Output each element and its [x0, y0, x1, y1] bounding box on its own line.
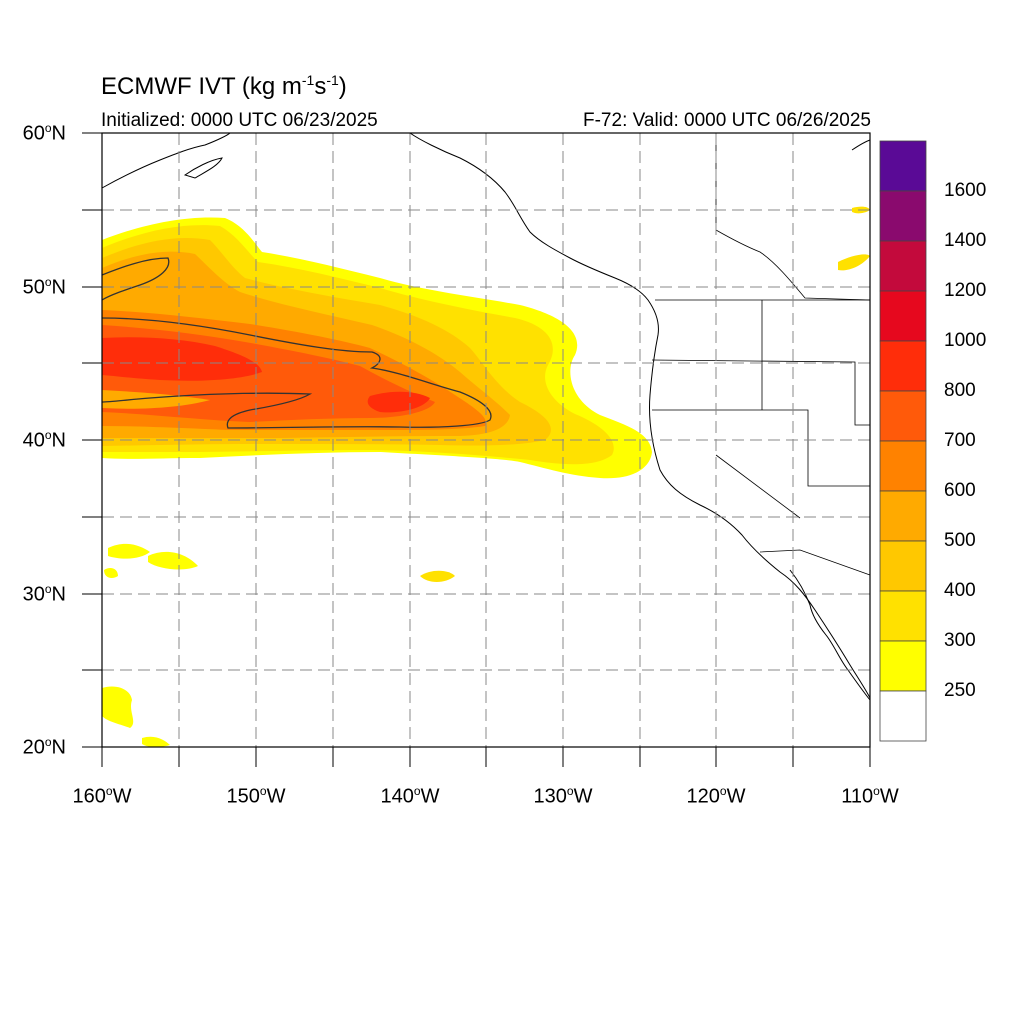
lon-label-160w: 160oW — [72, 784, 132, 808]
colorbar-label-1000: 1000 — [944, 330, 987, 351]
map-grid — [102, 133, 870, 747]
colorbar-label-500: 500 — [944, 530, 976, 551]
colorbar-label-700: 700 — [944, 430, 976, 451]
colorbar-box — [879, 240, 927, 292]
ivt-blob-3 — [102, 686, 170, 747]
lat-label-40: 40oN — [22, 428, 66, 452]
ivt-blob-2 — [420, 570, 455, 582]
colorbar-label-1400: 1400 — [944, 230, 987, 251]
lon-label-150w: 150oW — [226, 784, 286, 808]
init-time-label: Initialized: 0000 UTC 06/23/2025 — [101, 110, 378, 131]
colorbar-box — [879, 490, 927, 542]
lat-label-30: 30oN — [22, 582, 66, 606]
borders — [651, 133, 871, 576]
axis-ticks — [82, 132, 871, 767]
ivt-contour-250 — [102, 257, 170, 301]
lat-label-20: 20oN — [22, 735, 66, 759]
colorbar-box — [879, 590, 927, 642]
lon-label-130w: 130oW — [533, 784, 593, 808]
colorbar-box — [879, 290, 927, 342]
lon-label-110w: 110oW — [841, 784, 899, 808]
colorbar-box — [879, 340, 927, 392]
lat-label-50: 50oN — [22, 275, 66, 299]
lon-label-140w: 140oW — [380, 784, 440, 808]
chart-title: ECMWF IVT (kg m-1s-1) — [101, 72, 347, 100]
colorbar-label-400: 400 — [944, 580, 976, 601]
ivt-blob-1 — [104, 543, 198, 578]
colorbar-box — [879, 440, 927, 492]
ivt-fill — [102, 206, 870, 747]
colorbar-label-600: 600 — [944, 480, 976, 501]
colorbar — [879, 140, 927, 742]
colorbar-label-1600: 1600 — [944, 180, 987, 201]
colorbar-box — [879, 140, 927, 192]
colorbar-box — [879, 190, 927, 242]
ivt-contour-500 — [102, 317, 492, 429]
colorbar-label-800: 800 — [944, 380, 976, 401]
lat-label-60: 60oN — [22, 121, 66, 145]
ivt-blob-4 — [838, 206, 870, 271]
lon-label-120w: 120oW — [686, 784, 746, 808]
colorbar-box — [879, 640, 927, 692]
ivt-500-small — [102, 390, 210, 409]
valid-time-label: F-72: Valid: 0000 UTC 06/26/2025 — [583, 110, 871, 131]
colorbar-box — [879, 540, 927, 592]
ivt-800 — [102, 337, 430, 413]
colorbar-label-250: 250 — [944, 680, 976, 701]
colorbar-label-300: 300 — [944, 630, 976, 651]
colorbar-label-1200: 1200 — [944, 280, 987, 301]
colorbar-box — [879, 690, 927, 742]
colorbar-box — [879, 390, 927, 442]
